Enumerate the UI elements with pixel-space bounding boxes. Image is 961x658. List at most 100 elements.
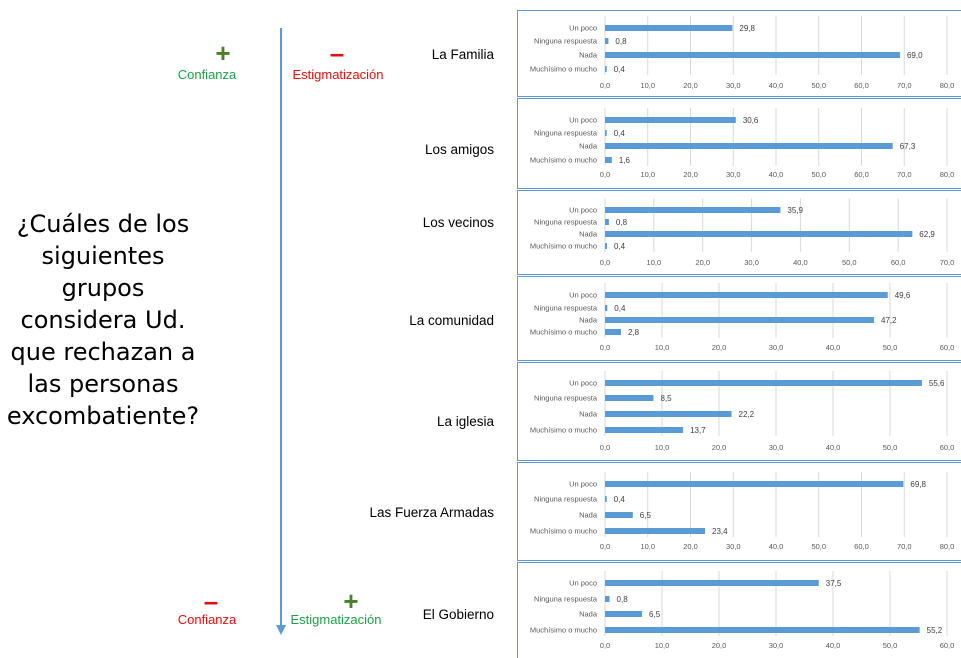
category-label: Ninguna respuesta [534, 37, 598, 46]
data-label: 37,5 [826, 579, 842, 588]
chart-panel: 0,0 10,0 20,0 30,0 40,0 50,0 60,0 Un poco 37,5 Ni… [517, 562, 961, 658]
chart-panel: 0,0 10,0 20,0 30,0 40,0 50,0 60,0 70,0 80,0 Un po… [517, 462, 961, 561]
x-tick-label: 40,0 [769, 170, 784, 179]
x-tick-label: 0,0 [600, 641, 610, 650]
bar [605, 395, 654, 401]
x-tick-label: 60,0 [940, 641, 955, 650]
category-label: Un poco [569, 24, 597, 33]
x-tick-label: 20,0 [683, 81, 698, 90]
bar [605, 157, 612, 163]
x-tick-label: 80,0 [940, 542, 955, 551]
x-tick-label: 40,0 [769, 542, 784, 551]
x-tick-label: 50,0 [811, 81, 826, 90]
x-tick-label: 40,0 [769, 81, 784, 90]
x-tick-label: 60,0 [891, 258, 906, 267]
group-label: La iglesia [436, 414, 494, 429]
x-tick-label: 60,0 [854, 81, 869, 90]
data-label: 13,7 [690, 426, 706, 435]
x-tick-label: 10,0 [640, 81, 655, 90]
group-label: El Gobierno [422, 607, 494, 622]
x-tick-label: 20,0 [683, 542, 698, 551]
minus-icon: – [203, 586, 219, 616]
bar [605, 207, 781, 213]
category-label: Un poco [569, 116, 597, 125]
bar [605, 143, 893, 149]
x-tick-label: 30,0 [769, 443, 784, 452]
x-tick-label: 50,0 [883, 443, 898, 452]
category-label: Nada [579, 511, 598, 520]
data-label: 6,5 [640, 511, 652, 520]
chart-panel: 0,0 10,0 20,0 30,0 40,0 50,0 60,0 70,0 Un poco 35… [517, 190, 961, 275]
category-label: Muchísimo o mucho [530, 156, 597, 165]
x-tick-label: 30,0 [726, 542, 741, 551]
bar [605, 512, 633, 518]
vertical-axis-line [280, 28, 282, 628]
x-tick-label: 10,0 [655, 443, 670, 452]
group-label: Los vecinos [422, 215, 494, 230]
data-label: 0,8 [615, 37, 627, 46]
x-tick-label: 0,0 [600, 170, 610, 179]
data-label: 0,4 [614, 242, 626, 251]
data-label: 0,8 [617, 595, 629, 604]
bar [605, 611, 643, 617]
category-label: Muchísimo o mucho [530, 242, 597, 251]
plus-icon: + [343, 586, 359, 616]
data-label: 30,6 [743, 116, 759, 125]
bar [605, 25, 733, 31]
bar [605, 627, 920, 633]
category-label: Nada [579, 610, 598, 619]
x-tick-label: 10,0 [640, 170, 655, 179]
x-tick-label: 40,0 [826, 641, 841, 650]
x-tick-label: 10,0 [655, 641, 670, 650]
data-label: 22,2 [739, 410, 755, 419]
category-label: Un poco [569, 206, 597, 215]
bar [605, 52, 900, 58]
category-label: Un poco [569, 379, 597, 388]
data-label: 62,9 [919, 230, 935, 239]
bar [605, 219, 609, 225]
x-tick-label: 60,0 [940, 343, 955, 352]
bar [605, 66, 607, 72]
group-label: La comunidad [409, 313, 494, 328]
category-label: Nada [579, 230, 598, 239]
category-label: Muchísimo o mucho [530, 65, 597, 74]
x-tick-label: 70,0 [940, 258, 955, 267]
bar [605, 231, 913, 237]
data-label: 0,4 [614, 65, 626, 74]
bar [605, 117, 736, 123]
x-tick-label: 50,0 [811, 170, 826, 179]
group-label: Los amigos [424, 142, 494, 157]
top-left-label: Confianza [177, 67, 237, 82]
data-label: 47,2 [881, 316, 897, 325]
category-label: Nada [579, 316, 598, 325]
x-tick-label: 10,0 [655, 343, 670, 352]
data-label: 69,0 [907, 51, 923, 60]
x-tick-label: 50,0 [883, 641, 898, 650]
bar [605, 596, 610, 602]
data-label: 2,8 [628, 328, 640, 337]
x-tick-label: 50,0 [883, 343, 898, 352]
x-tick-label: 70,0 [897, 81, 912, 90]
category-label: Un poco [569, 480, 597, 489]
plus-icon: + [215, 38, 231, 68]
category-label: Ninguna respuesta [534, 304, 598, 313]
group-label: La Familia [431, 47, 494, 62]
x-tick-label: 60,0 [854, 170, 869, 179]
top-right-label: Estigmatización [292, 67, 384, 82]
x-tick-label: 40,0 [826, 343, 841, 352]
data-label: 1,6 [619, 156, 631, 165]
data-label: 49,6 [895, 291, 911, 300]
x-tick-label: 20,0 [712, 343, 727, 352]
x-tick-label: 30,0 [744, 258, 759, 267]
arrow-down-icon [276, 625, 286, 635]
bar [605, 243, 607, 249]
x-tick-label: 0,0 [600, 343, 610, 352]
bar [605, 481, 904, 487]
chart-panel: 0,0 10,0 20,0 30,0 40,0 50,0 60,0 70,0 80,0 Un po… [517, 10, 961, 97]
category-label: Nada [579, 142, 598, 151]
x-tick-label: 30,0 [726, 170, 741, 179]
category-label: Muchísimo o mucho [530, 527, 597, 536]
x-tick-label: 40,0 [826, 443, 841, 452]
bar [605, 528, 706, 534]
